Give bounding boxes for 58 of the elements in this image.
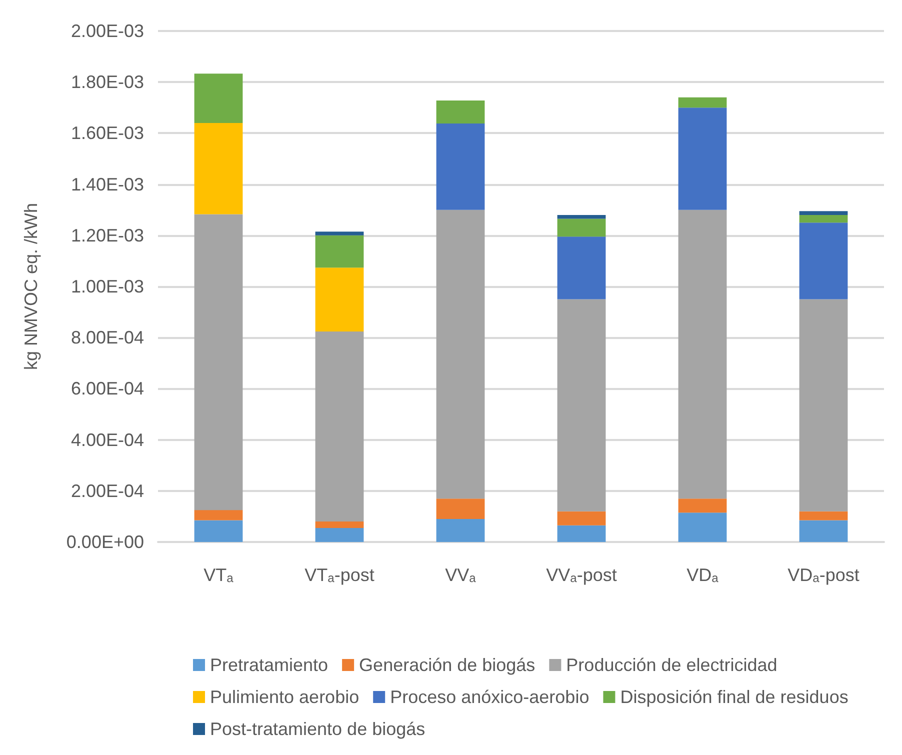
legend-label: Proceso anóxico-aerobio: [390, 687, 590, 707]
bar: [678, 108, 727, 210]
bar: [678, 97, 727, 108]
y-tick-label: 8.00E-04: [70, 328, 144, 348]
x-tick-label: VDa-post: [788, 565, 860, 585]
bar: [799, 299, 848, 512]
y-tick-label: 4.00E-04: [70, 430, 144, 450]
x-tick-label: VTa-post: [304, 565, 374, 585]
x-tick-label: VVa: [445, 565, 476, 585]
bar: [194, 214, 243, 510]
bar: [194, 520, 243, 542]
bar: [557, 525, 606, 542]
legend-label: Generación de biogás: [359, 655, 536, 675]
bar: [557, 236, 606, 300]
bar: [436, 100, 485, 124]
legend-label: Producción de electricidad: [566, 655, 778, 675]
y-tick-label: 0.00E+00: [66, 532, 144, 552]
bar: [194, 74, 243, 123]
y-tick-label: 1.80E-03: [70, 72, 144, 92]
bar: [436, 519, 485, 542]
legend-label: Post-tratamiento de biogás: [210, 719, 426, 739]
bar: [557, 218, 606, 237]
x-tick-label: VDa: [686, 565, 719, 585]
y-axis-title: kg NMVOC eq. /kWh: [21, 202, 41, 370]
y-tick-label: 1.60E-03: [70, 123, 144, 144]
x-tick-label: VVa-post: [546, 565, 617, 585]
y-tick-label: 1.40E-03: [70, 174, 144, 194]
bar: [799, 222, 848, 300]
bar: [799, 211, 848, 215]
legend-label: Disposición final de residuos: [620, 687, 848, 707]
bar: [436, 498, 485, 520]
y-tick-label: 2.00E-04: [70, 480, 144, 501]
y-tick-label: 6.00E-04: [70, 378, 144, 399]
bar: [315, 268, 364, 332]
legend-label: Pulimiento aerobio: [210, 687, 360, 707]
y-tick-label: 1.20E-03: [70, 225, 144, 246]
bar: [436, 210, 485, 499]
bar: [315, 528, 364, 542]
bar: [678, 498, 727, 513]
legend-label: Pretratamiento: [210, 655, 328, 675]
bar: [557, 299, 606, 512]
bar: [315, 331, 364, 522]
bar: [799, 511, 848, 520]
y-tick-label: 1.00E-03: [70, 276, 144, 296]
bar: [557, 214, 606, 219]
bar: [194, 122, 243, 214]
bar: [678, 512, 727, 542]
bar: [557, 511, 606, 526]
bar: [678, 210, 727, 499]
bar: [799, 520, 848, 542]
bar: [315, 522, 364, 528]
y-tick-label: 2.00E-03: [70, 21, 144, 41]
bar: [194, 510, 243, 520]
bar: [315, 235, 364, 268]
bar: [315, 232, 364, 236]
x-tick-label: VTa: [204, 565, 234, 585]
bar: [436, 123, 485, 210]
bar: [799, 214, 848, 223]
